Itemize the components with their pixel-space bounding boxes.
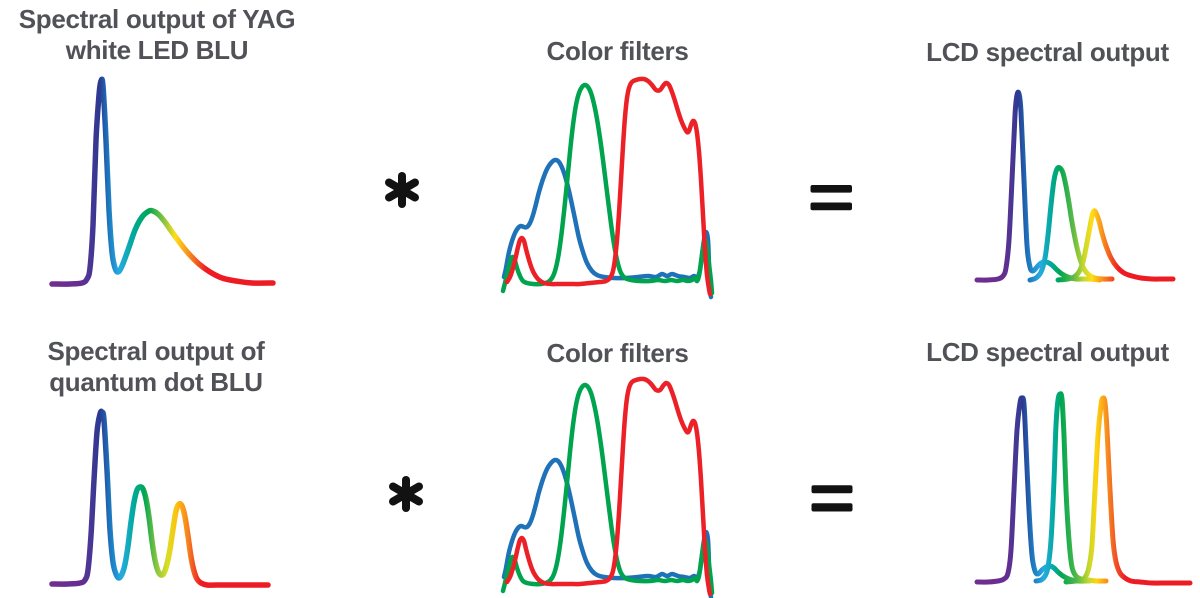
qd-source-title-line2: quantum dot BLU (49, 367, 263, 397)
lcd-output-yag-green-channel-curve (1027, 164, 1115, 283)
color-filters-top-red-filter-curve (504, 76, 713, 297)
yag-source-title-line2: white LED BLU (65, 35, 249, 65)
lcd-output-title: LCD spectral output (926, 37, 1169, 67)
lcd-output-title: LCD spectral output (926, 337, 1169, 367)
color-filters-title: Color filters (546, 36, 689, 66)
multiply-icon (389, 476, 423, 512)
multiply-icon (385, 172, 419, 208)
color-filters-bottom-green-filter-curve (500, 382, 715, 596)
yag-source-title-line1: Spectral output of YAG (18, 4, 296, 34)
color-filters-bottom-red-filter-curve (504, 376, 713, 597)
equals-icon (810, 185, 852, 211)
yag-blu-spectrum-yag-spectrum-curve (49, 76, 276, 287)
lcd-output-qd-red-channel-curve (1063, 395, 1193, 586)
qd-source-title: Spectral output of quantum dot BLU (6, 336, 306, 398)
lcd-output-yag-red-channel-curve (1055, 208, 1176, 283)
qd-source-title-line1: Spectral output of (47, 336, 265, 366)
lcd-output-yag-blue-channel-curve (974, 89, 1103, 283)
equals-icon (811, 485, 853, 512)
yag-source-title: Spectral output of YAG white LED BLU (6, 4, 308, 66)
qd-blu-spectrum-qd-spectrum-curve (49, 408, 271, 588)
color-filters-top-green-filter-curve (500, 82, 715, 296)
color-filters-title: Color filters (546, 338, 689, 368)
lcd-output-qd-blue-channel-curve (974, 395, 1093, 585)
